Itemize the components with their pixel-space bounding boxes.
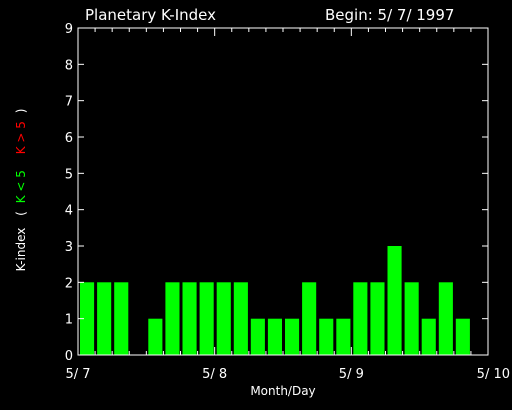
- bar-group: [80, 246, 470, 355]
- bar: [438, 282, 453, 355]
- chart-title: Planetary K-Index: [85, 6, 216, 24]
- x-tick-label: 5/ 8: [202, 367, 227, 382]
- x-tick-label: 5/ 9: [339, 367, 364, 382]
- y-axis-ticks: 0 1 2 3 4 5 6 7 8 9: [65, 22, 488, 364]
- x-axis-ticks: 5/ 7 5/ 8 5/ 9 5/ 10: [65, 28, 510, 382]
- y-axis-label-green: K < 5: [14, 170, 28, 203]
- x-tick-label: 5/ 7: [65, 367, 90, 382]
- bar: [80, 282, 95, 355]
- bar: [404, 282, 419, 355]
- y-tick-label: 9: [65, 22, 73, 37]
- bar: [302, 282, 317, 355]
- bar: [182, 282, 197, 355]
- bar: [199, 282, 214, 355]
- y-axis-label-close: ): [14, 109, 28, 114]
- bar: [233, 282, 248, 355]
- bar: [148, 318, 163, 355]
- bar: [285, 318, 300, 355]
- y-tick-label: 3: [65, 240, 73, 255]
- bar: [216, 282, 231, 355]
- x-axis-label: Month/Day: [250, 384, 315, 398]
- y-tick-label: 2: [65, 276, 73, 291]
- y-axis-label-open: (: [14, 211, 28, 216]
- bar: [353, 282, 368, 355]
- y-axis-label-red: K > 5: [14, 121, 28, 154]
- y-tick-label: 6: [65, 131, 73, 146]
- y-tick-label: 0: [65, 349, 73, 364]
- bar: [370, 282, 385, 355]
- bar: [97, 282, 112, 355]
- y-tick-label: 5: [65, 167, 73, 182]
- y-tick-label: 8: [65, 58, 73, 73]
- bar: [114, 282, 129, 355]
- chart-subtitle: Begin: 5/ 7/ 1997: [325, 6, 454, 24]
- bar: [267, 318, 282, 355]
- bar: [336, 318, 351, 355]
- bar: [421, 318, 436, 355]
- y-axis-label-prefix: K-index: [14, 228, 28, 272]
- y-tick-label: 7: [65, 95, 73, 110]
- x-tick-label: 5/ 10: [477, 367, 510, 382]
- bar: [455, 318, 470, 355]
- y-tick-label: 1: [65, 313, 73, 328]
- bar: [387, 246, 402, 355]
- bar: [250, 318, 265, 355]
- bar: [165, 282, 180, 355]
- bar: [319, 318, 334, 355]
- y-axis-label: K-index ( K < 5 K > 5 ): [14, 109, 28, 272]
- y-tick-label: 4: [65, 204, 73, 219]
